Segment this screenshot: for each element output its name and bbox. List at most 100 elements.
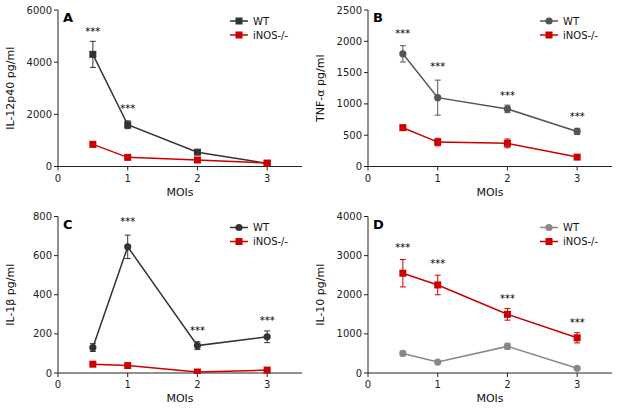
point <box>574 154 581 161</box>
error-cap <box>125 235 131 236</box>
x-tick <box>267 167 268 171</box>
point <box>434 139 441 146</box>
error-bar <box>504 308 510 320</box>
y-tick <box>364 166 368 167</box>
y-axis-label: IL-12p40 pg/ml <box>4 47 17 130</box>
plot-area <box>399 46 580 161</box>
significance-label: *** <box>500 293 515 304</box>
x-tick <box>437 167 438 171</box>
x-tick-label: 0 <box>365 173 371 184</box>
panel: 050010001500200025000123MOIsTNF-α pg/ml*… <box>314 5 612 199</box>
series-line <box>403 346 577 368</box>
y-tick <box>54 216 58 217</box>
error-cap <box>125 120 131 121</box>
point <box>504 311 511 318</box>
y-axis-label: TNF-α pg/ml <box>314 55 327 123</box>
series-line <box>403 273 577 338</box>
error-bar <box>125 121 131 129</box>
y-tick-label: 2000 <box>27 109 52 120</box>
significance-label: *** <box>190 325 205 336</box>
y-tick-label: 4000 <box>27 57 52 68</box>
x-axis-label: MOIs <box>166 392 193 405</box>
y-tick <box>54 166 58 167</box>
x-tick <box>368 167 369 171</box>
series-line <box>93 364 267 372</box>
legend-marker <box>546 238 553 245</box>
error-bar <box>435 275 441 295</box>
error-cap <box>264 330 270 331</box>
point <box>89 361 96 368</box>
error-cap <box>574 342 580 343</box>
x-tick <box>58 373 59 377</box>
x-tick-label: 1 <box>125 379 131 390</box>
y-tick-label: 1000 <box>337 98 362 109</box>
y-tick <box>54 62 58 63</box>
legend-label: WT <box>563 16 580 27</box>
y-tick-label: 500 <box>343 130 362 141</box>
legend: WTiNOS-/- <box>230 16 288 41</box>
point <box>574 365 581 372</box>
error-bar <box>400 46 406 62</box>
error-bar <box>90 41 96 67</box>
error-cap <box>400 286 406 287</box>
legend: WT iNOS-/- <box>540 222 598 247</box>
point <box>194 149 201 156</box>
y-tick-label: 1500 <box>337 67 362 78</box>
x-tick-label: 3 <box>264 379 270 390</box>
series-line <box>93 54 267 163</box>
point <box>434 281 441 288</box>
point <box>504 140 511 147</box>
y-tick-label: 800 <box>33 211 52 222</box>
y-tick <box>364 10 368 11</box>
y-tick <box>364 72 368 73</box>
panel: 010002000300040000123MOIsIL-10 pg/ml****… <box>314 211 612 405</box>
plot-area <box>399 260 580 372</box>
y-tick-label: 1000 <box>337 328 362 339</box>
error-bar <box>435 138 441 146</box>
y-tick <box>364 373 368 374</box>
significance-label: *** <box>430 258 445 269</box>
x-axis <box>368 373 612 374</box>
error-bar <box>194 342 200 350</box>
series-line <box>93 144 267 163</box>
significance-label: *** <box>570 317 585 328</box>
significance-label: *** <box>395 28 410 39</box>
point <box>124 362 131 369</box>
x-tick-label: 0 <box>365 379 371 390</box>
significance-label: *** <box>260 315 275 326</box>
point <box>124 154 131 161</box>
legend-marker <box>546 32 553 39</box>
legend-marker <box>545 224 552 231</box>
x-tick-label: 2 <box>194 173 200 184</box>
point <box>504 343 511 350</box>
error-bar <box>504 105 510 113</box>
error-cap <box>435 115 441 116</box>
legend-label: WT <box>253 222 270 233</box>
error-cap <box>264 342 270 343</box>
legend-label: iNOS-/- <box>563 236 598 247</box>
significance-label: *** <box>120 216 135 227</box>
legend-marker <box>235 224 242 231</box>
point <box>89 344 96 351</box>
panel-label: C <box>63 217 73 232</box>
error-bar <box>125 235 131 258</box>
x-tick <box>507 167 508 171</box>
error-cap <box>400 259 406 260</box>
significance-label: *** <box>430 61 445 72</box>
legend-label: WT <box>563 222 580 233</box>
error-cap <box>504 308 510 309</box>
x-tick <box>437 373 438 377</box>
error-cap <box>125 128 131 129</box>
plot-area <box>89 41 270 167</box>
y-tick <box>364 255 368 256</box>
error-bar <box>504 343 510 349</box>
legend-marker <box>236 238 243 245</box>
x-axis-label: MOIs <box>476 392 503 405</box>
y-tick <box>54 255 58 256</box>
error-cap <box>504 138 510 139</box>
x-tick <box>127 373 128 377</box>
x-tick <box>577 167 578 171</box>
figure: 02000400060000123MOIsIL-12p40 pg/ml*****… <box>0 0 624 409</box>
x-tick <box>368 373 369 377</box>
legend-label: iNOS-/- <box>253 236 288 247</box>
